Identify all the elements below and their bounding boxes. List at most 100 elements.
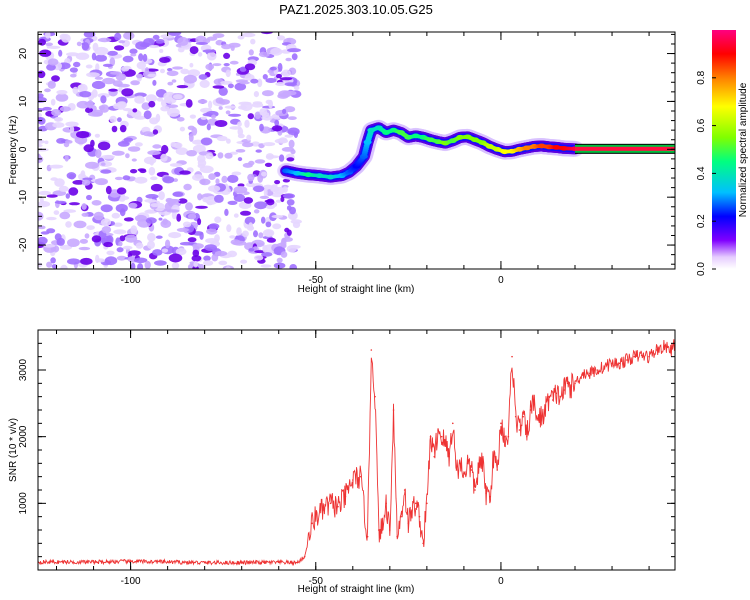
spectrogram-noise-blob [192,249,200,257]
snr-point [426,502,428,505]
spectrogram-noise-blob [85,64,93,69]
spectrogram-noise-blob [234,82,247,91]
spectrogram-noise-blob [251,141,260,147]
spectrogram-noise-blob [121,66,130,72]
spectrogram-noise-blob [160,68,165,74]
spectrogram-noise-blob [65,140,73,144]
spectrogram-noise-blob [248,49,254,56]
spectrogram-noise-blob [284,106,296,113]
snr-point [633,355,636,358]
snr-point [444,442,447,445]
spectrogram-noise-blob [192,144,206,154]
spectrogram-noise-blob [116,83,130,88]
spectrogram-noise-blob [176,213,182,222]
spectrogram-noise-blob [107,50,118,56]
snr-point [503,435,506,438]
spectrogram-noise-blob [282,186,288,193]
snr-series-line [38,339,675,567]
spectrogram-noise-blob [167,81,174,86]
snr-point [496,469,499,471]
spectrogram-noise-blob [173,142,183,149]
spectrogram-noise-blob [248,222,253,230]
snr-line-layer [38,339,675,567]
spectrogram-noise-blob [226,138,231,144]
snr-panel: -100 -50 0 1000 2000 3000 Height of straight… [8,329,676,595]
spectrogram-noise-blob [173,178,178,183]
snr-point [626,359,628,361]
spectrogram-noise-blob [38,262,43,268]
spectrogram-noise-blob [46,261,53,268]
spectrogram-noise-blob [240,259,248,264]
spectrogram-noise-blob [235,149,246,153]
snr-point [381,529,384,531]
spectrogram-noise-blob [66,52,79,57]
spectrogram-noise-blob [176,117,185,122]
spectrogram-noise-blob [134,176,148,184]
spectrogram-noise-blob [111,212,121,219]
snr-y-ticks: 1000 2000 3000 [18,329,675,571]
spectrogram-noise-blob [221,175,228,183]
spectrogram-noise-blob [240,210,251,216]
spectrogram-noise-blob [278,137,288,143]
spectrogram-noise-blob [272,223,282,230]
spectrogram-noise-blob [59,244,73,250]
spectrogram-noise-blob [261,252,273,257]
spectrogram-noise-blob [161,99,167,107]
snr-x-ticks: -100 -50 0 [56,330,650,587]
spectrogram-noise-blob [78,246,91,251]
spectrogram-noise-blob [129,48,138,55]
snr-point [551,399,554,401]
snr-point [422,542,424,545]
spectrogram-noise-blob [130,80,140,86]
spectrogram-noise-blob [115,203,128,213]
spectrogram-noise-blob [86,72,100,78]
spectrogram-noise-blob [122,175,131,181]
spectrogram-noise-blob [123,217,134,222]
spectrogram-noise-blob [208,223,220,230]
spectrogram-noise-blob [177,47,185,53]
spectrogram-noise-blob [244,119,250,128]
spectrogram-noise-blob [104,256,118,266]
snr-point [303,555,306,558]
spectrogram-noise-blob [109,115,117,123]
spectrogram-noise-blob [218,99,230,105]
spectrogram-noise-blob [44,140,49,145]
spectrogram-noise-blob [142,131,154,137]
snr-point [466,462,469,465]
snr-point [440,435,443,438]
y-tick-label: -20 [18,237,29,252]
spectrogram-noise-blob [158,217,163,221]
snr-point [589,372,591,375]
snr-point [396,535,399,538]
snr-point [518,429,521,431]
spectrogram-noise-blob [281,69,291,77]
spectrogram-noise-blob [172,66,183,70]
spectrogram-noise-blob [271,214,284,219]
spectrogram-noise-blob [106,250,115,256]
spectrogram-noise-blob [265,221,272,228]
snr-y-axis-label: SNR (10 * v/v) [8,418,19,482]
snr-point [429,435,432,438]
spectrogram-noise-blob [81,42,90,51]
spectrogram-noise-blob [189,114,196,119]
spectrogram-noise-blob [191,255,202,262]
spectrogram-noise-blob [265,205,275,210]
spectrogram-noise-blob [254,111,262,120]
spectrogram-noise-blob [286,199,295,206]
snr-point [337,505,339,508]
spectrogram-noise-blob [76,131,90,139]
spectrogram-noise-blob [91,89,98,98]
spectrogram-noise-blob [60,264,68,269]
spectrogram-noise-blob [109,57,116,67]
spectrogram-noise-blob [244,74,255,81]
spectrogram-noise-blob [130,262,136,269]
spectrogram-noise-blob [261,171,267,177]
x-tick-label: -50 [309,576,324,587]
spectrogram-noise-blob [264,162,273,167]
spectrogram-noise-blob [65,221,72,228]
snr-point [418,515,421,518]
snr-point [581,372,584,375]
spectrogram-frame [37,31,676,270]
spectrogram-noise-blob [122,55,134,63]
spectrogram-noise-blob [160,153,168,162]
